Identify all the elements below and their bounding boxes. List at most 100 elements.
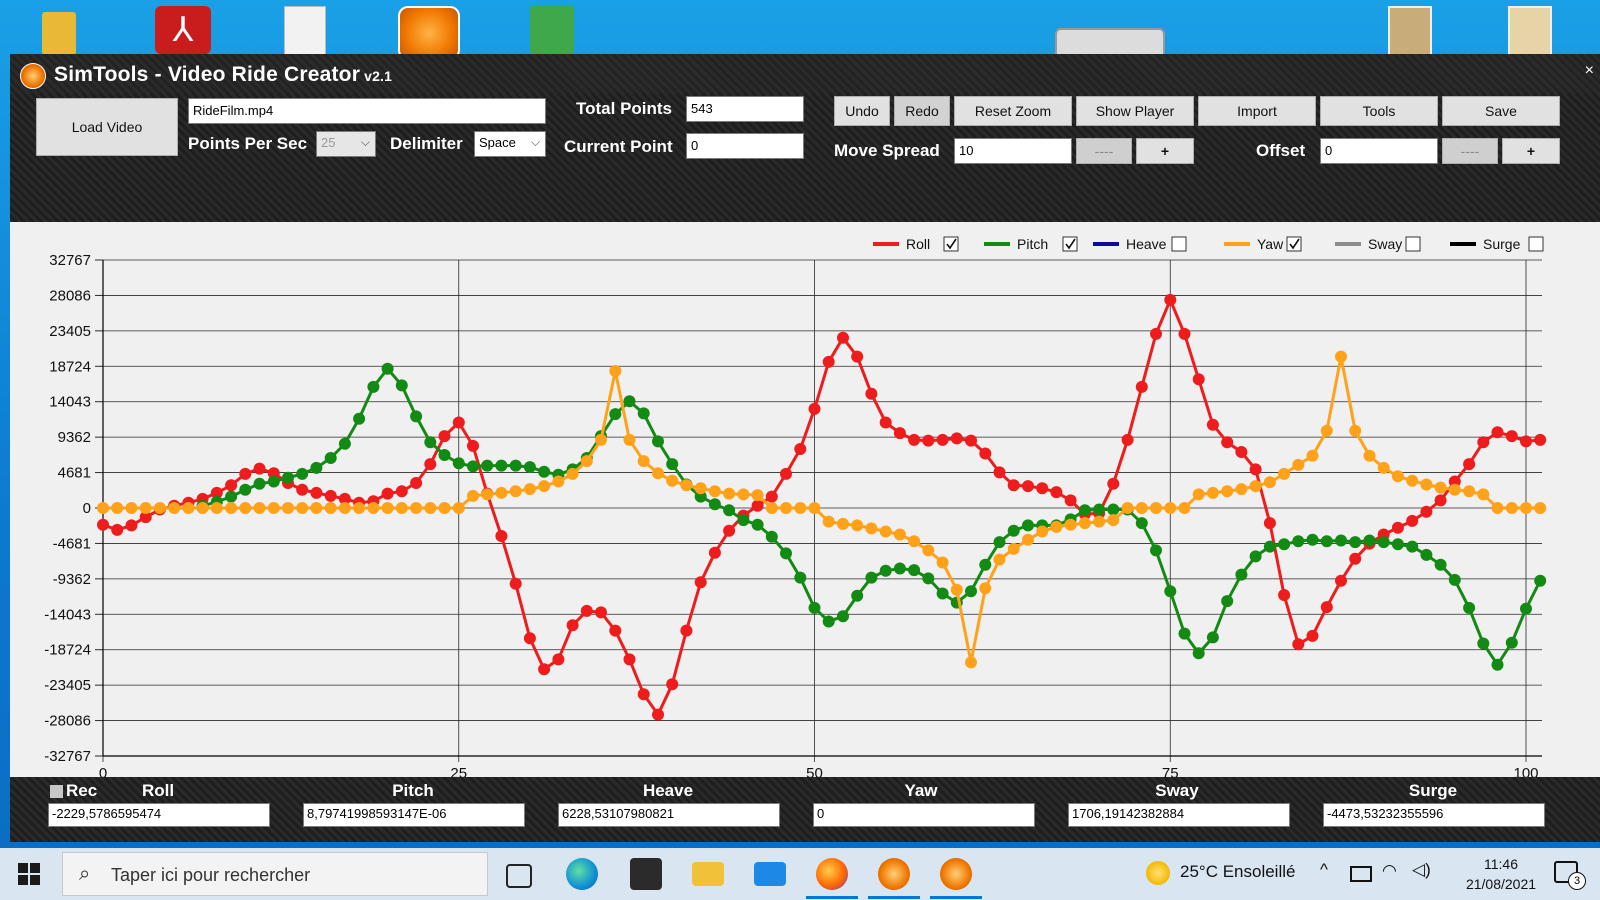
data-point-roll[interactable] xyxy=(1135,380,1148,393)
data-point-yaw[interactable] xyxy=(1292,458,1305,471)
data-point-roll[interactable] xyxy=(1121,433,1134,446)
data-point-roll[interactable] xyxy=(851,350,864,363)
data-point-yaw[interactable] xyxy=(182,502,195,514)
data-point-roll[interactable] xyxy=(1349,552,1362,565)
data-point-pitch[interactable] xyxy=(723,504,736,517)
data-point-yaw[interactable] xyxy=(1520,502,1532,514)
data-point-roll[interactable] xyxy=(993,466,1006,479)
data-point-yaw[interactable] xyxy=(381,502,394,514)
data-point-pitch[interactable] xyxy=(780,547,792,560)
data-point-yaw[interactable] xyxy=(538,480,551,493)
data-point-roll[interactable] xyxy=(310,486,323,499)
data-point-pitch[interactable] xyxy=(708,498,721,511)
data-point-roll[interactable] xyxy=(1477,436,1490,449)
data-point-yaw[interactable] xyxy=(1150,502,1162,514)
data-point-roll[interactable] xyxy=(879,416,892,429)
close-icon[interactable]: × xyxy=(1584,62,1594,79)
data-point-yaw[interactable] xyxy=(467,489,479,502)
data-point-pitch[interactable] xyxy=(1534,574,1547,587)
data-point-yaw[interactable] xyxy=(353,502,366,514)
data-point-roll[interactable] xyxy=(666,678,679,691)
data-point-pitch[interactable] xyxy=(509,459,522,472)
data-point-roll[interactable] xyxy=(1007,479,1020,492)
data-point-pitch[interactable] xyxy=(225,490,238,503)
data-point-pitch[interactable] xyxy=(822,615,835,628)
data-point-roll[interactable] xyxy=(694,576,707,589)
weather-sun-icon[interactable] xyxy=(1146,861,1170,885)
data-point-roll[interactable] xyxy=(708,546,721,559)
data-point-roll[interactable] xyxy=(637,688,650,701)
taskbar-search-input[interactable]: ⌕ Taper ici pour rechercher xyxy=(62,852,488,896)
data-point-pitch[interactable] xyxy=(1278,538,1291,551)
chart-canvas[interactable]: 32767 28086 23405 18724 14043 9362 4681 0 -4681 -… xyxy=(10,222,1600,777)
data-point-pitch[interactable] xyxy=(267,475,280,488)
data-point-yaw[interactable] xyxy=(282,502,294,514)
data-point-yaw[interactable] xyxy=(1434,481,1447,494)
data-point-yaw[interactable] xyxy=(751,489,764,502)
data-point-roll[interactable] xyxy=(1463,458,1476,471)
data-point-pitch[interactable] xyxy=(410,410,423,423)
data-point-pitch[interactable] xyxy=(367,380,380,393)
pdf-reader-desktop-icon[interactable]: ⅄ xyxy=(155,6,211,54)
data-point-yaw[interactable] xyxy=(481,488,494,501)
data-point-pitch[interactable] xyxy=(324,452,337,464)
data-point-yaw[interactable] xyxy=(1505,502,1518,514)
data-point-yaw[interactable] xyxy=(1377,461,1390,474)
picture-desktop-icon[interactable] xyxy=(1388,6,1432,58)
data-point-pitch[interactable] xyxy=(338,437,351,450)
data-point-yaw[interactable] xyxy=(936,556,949,569)
data-point-pitch[interactable] xyxy=(310,461,323,474)
data-point-yaw[interactable] xyxy=(737,488,750,501)
data-point-pitch[interactable] xyxy=(1377,536,1390,549)
data-point-roll[interactable] xyxy=(1448,475,1461,488)
data-point-yaw[interactable] xyxy=(1477,488,1490,501)
file-explorer-icon[interactable] xyxy=(692,862,724,886)
image-desktop-icon[interactable] xyxy=(1508,6,1552,58)
data-point-pitch[interactable] xyxy=(1235,568,1248,581)
data-point-pitch[interactable] xyxy=(1263,540,1276,553)
video-ride-creator-taskbar-icon[interactable] xyxy=(940,858,972,890)
data-point-yaw[interactable] xyxy=(139,502,152,514)
data-point-yaw[interactable] xyxy=(566,467,579,480)
data-point-yaw[interactable] xyxy=(196,502,209,514)
data-point-yaw[interactable] xyxy=(1335,350,1347,363)
data-point-roll[interactable] xyxy=(1164,293,1177,306)
data-point-yaw[interactable] xyxy=(708,485,721,498)
data-point-yaw[interactable] xyxy=(694,482,707,495)
readout-field-heave[interactable]: 6228,53107980821 xyxy=(558,803,780,827)
data-point-roll[interactable] xyxy=(1306,629,1319,642)
data-point-pitch[interactable] xyxy=(1192,647,1205,660)
data-point-pitch[interactable] xyxy=(253,477,266,490)
data-point-roll[interactable] xyxy=(751,499,764,512)
data-point-yaw[interactable] xyxy=(153,502,166,514)
data-point-roll[interactable] xyxy=(253,462,266,475)
data-point-roll[interactable] xyxy=(1505,430,1518,443)
data-point-yaw[interactable] xyxy=(837,517,849,530)
data-point-pitch[interactable] xyxy=(1448,573,1461,586)
data-point-pitch[interactable] xyxy=(1150,544,1162,557)
data-point-roll[interactable] xyxy=(1249,463,1262,476)
data-point-yaw[interactable] xyxy=(324,502,337,514)
data-point-yaw[interactable] xyxy=(1164,502,1177,514)
data-point-roll[interactable] xyxy=(1064,494,1077,507)
data-point-yaw[interactable] xyxy=(267,502,280,514)
data-point-roll[interactable] xyxy=(908,433,921,446)
data-point-roll[interactable] xyxy=(239,467,252,480)
data-point-roll[interactable] xyxy=(652,708,664,721)
data-point-pitch[interactable] xyxy=(1363,534,1376,547)
data-point-pitch[interactable] xyxy=(1306,533,1319,546)
data-point-yaw[interactable] xyxy=(210,502,223,514)
data-point-yaw[interactable] xyxy=(1263,476,1276,489)
data-point-pitch[interactable] xyxy=(438,449,451,461)
data-point-roll[interactable] xyxy=(495,530,508,542)
data-point-pitch[interactable] xyxy=(1420,548,1433,561)
simtools-taskbar-icon[interactable] xyxy=(878,858,910,890)
data-point-roll[interactable] xyxy=(680,624,693,637)
data-point-roll[interactable] xyxy=(438,430,451,443)
current-point-field[interactable]: 0 xyxy=(686,133,804,159)
data-point-pitch[interactable] xyxy=(1349,536,1362,549)
data-point-roll[interactable] xyxy=(1022,480,1034,493)
data-point-roll[interactable] xyxy=(936,433,949,446)
load-video-button[interactable]: Load Video xyxy=(36,98,178,156)
data-point-yaw[interactable] xyxy=(1349,424,1362,437)
